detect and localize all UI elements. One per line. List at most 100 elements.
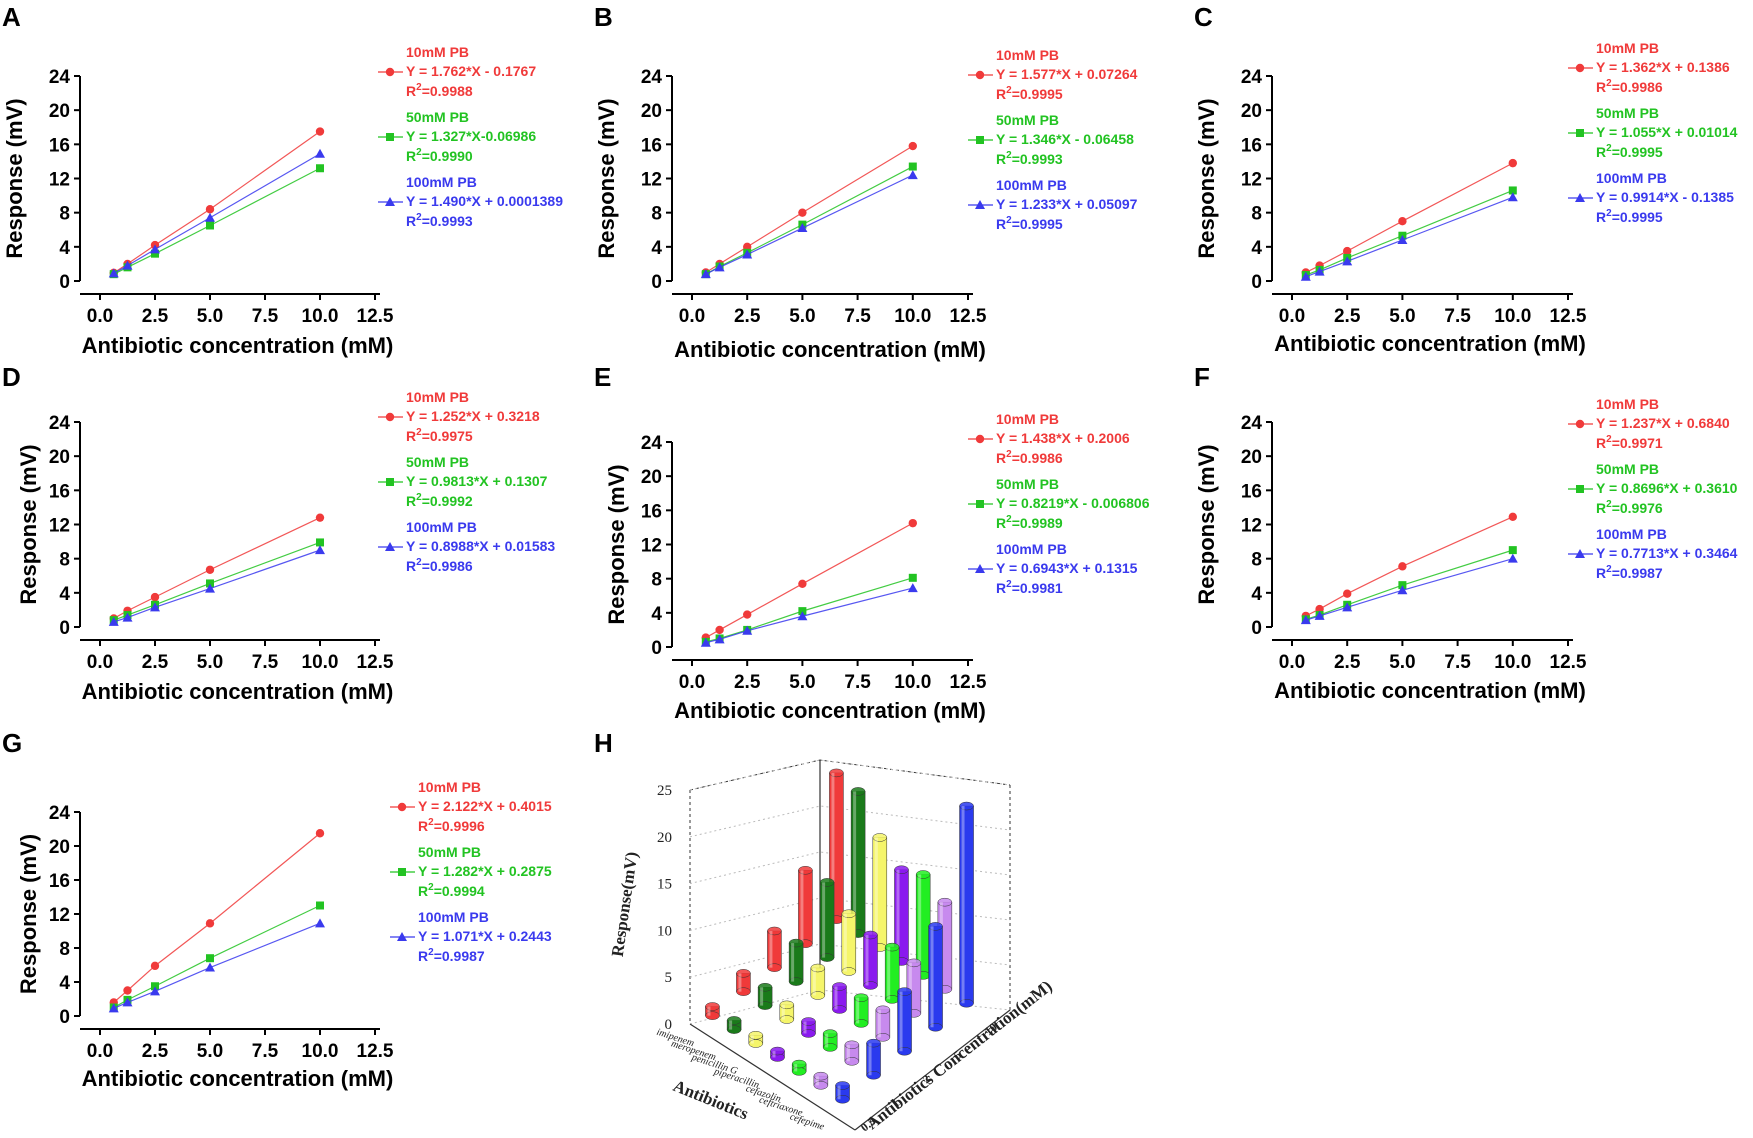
legend-name: 50mM PB	[1596, 105, 1659, 121]
bar-base	[788, 977, 804, 986]
x-tick-label: 12.5	[357, 652, 394, 673]
x-tick-label: 2.5	[142, 1041, 169, 1062]
bar-top	[770, 1046, 785, 1056]
data-point	[315, 127, 325, 136]
legend-name: 10mM PB	[406, 44, 469, 60]
legend-name: 100mM PB	[406, 519, 477, 535]
legend-equation: Y = 1.490*X + 0.0001389	[406, 193, 563, 209]
legend-name: 50mM PB	[406, 109, 469, 125]
legend-r2: R2=0.9993	[996, 150, 1063, 167]
bar-top	[829, 768, 844, 778]
bar-top	[850, 787, 866, 796]
bar-top	[705, 1002, 720, 1011]
x-tick-label: 0.0	[679, 672, 705, 693]
z-tick-label: 20	[657, 830, 672, 846]
x-tick-label: 10.0	[1494, 652, 1531, 673]
legend-r2: R2=0.9981	[996, 579, 1063, 596]
x-tick-label: 2.5	[1334, 306, 1361, 327]
y-tick-label: 4	[59, 584, 70, 605]
legend-r2: R2=0.9995	[996, 215, 1063, 232]
floor-front-left	[689, 1023, 856, 1131]
bar-cefazolin-2	[853, 993, 869, 1028]
x-tick-label: 7.5	[844, 306, 871, 327]
x-axis-title: Antibiotic concentration (mM)	[1274, 331, 1586, 356]
legend-name: 50mM PB	[996, 112, 1059, 128]
data-point	[742, 625, 753, 635]
floor-front-right	[854, 1009, 1011, 1131]
z-tick-label: 15	[657, 877, 672, 893]
y-tick-label: 0	[1251, 618, 1262, 639]
series-line	[113, 541, 321, 621]
y-tick-label: 8	[1251, 204, 1262, 225]
y-tick-label: 8	[1251, 550, 1262, 571]
data-point	[798, 579, 807, 588]
data-point	[1398, 562, 1407, 571]
legend-name: 100mM PB	[996, 541, 1067, 557]
y-axis-title: Response (mV)	[604, 464, 629, 624]
series-line	[113, 549, 321, 623]
legend-name: 100mM PB	[996, 177, 1067, 193]
panel-letter: E	[594, 362, 611, 392]
series-line	[113, 832, 321, 1003]
bar-base	[853, 1019, 869, 1028]
series-line	[705, 522, 914, 639]
data-point	[316, 901, 324, 910]
y-tick-label: 0	[59, 618, 70, 639]
bar-top	[767, 926, 782, 936]
x-tick-label: 12.5	[357, 306, 394, 327]
y-tick-label: 12	[641, 170, 662, 191]
panel-c: C 0 4 8 12 16 20 24 0.0 2.5 5.0 7.5 10.0 12.5 Antibiot…	[1194, 2, 1738, 356]
legend-marker	[1575, 193, 1585, 202]
legend-r2: R2=0.9986	[996, 449, 1063, 466]
legend-name: 10mM PB	[996, 411, 1059, 427]
data-point	[797, 611, 808, 621]
y-tick-label: 4	[651, 604, 662, 625]
data-point	[316, 538, 324, 547]
legend-equation: Y = 1.071*X + 0.2443	[418, 928, 552, 944]
data-point	[123, 986, 132, 995]
grid-line	[689, 805, 1011, 838]
bar-highlight	[707, 1006, 711, 1016]
y-tick-label: 8	[59, 939, 70, 960]
bar-highlight	[831, 772, 835, 920]
data-point	[798, 208, 807, 217]
legend-r2: R2=0.9986	[406, 557, 473, 574]
data-point	[122, 997, 133, 1007]
data-point	[1508, 186, 1517, 195]
y-tick-label: 16	[641, 135, 662, 156]
bar-base	[705, 1011, 720, 1020]
bar-base	[822, 1043, 838, 1052]
y-tick-label: 0	[651, 272, 662, 293]
panel-letter: F	[1194, 362, 1210, 392]
y-axis-title: Response (mV)	[594, 98, 619, 258]
bar-top	[788, 938, 804, 948]
y-axis-title: Response (mV)	[16, 444, 41, 604]
legend-equation: Y = 0.8696*X + 0.3610	[1596, 480, 1738, 496]
bar-top	[884, 942, 900, 952]
bar-penicillin-G-1	[779, 1000, 795, 1024]
legend-name: 50mM PB	[996, 476, 1059, 492]
x-tick-label: 10.0	[302, 652, 339, 673]
bar-cefepime-0.5	[835, 1081, 850, 1104]
y-tick-label: 12	[49, 905, 70, 926]
data-point	[315, 148, 325, 158]
legend-name: 10mM PB	[1596, 40, 1659, 56]
y-tick-label: 24	[641, 67, 663, 88]
legend-marker	[975, 434, 985, 444]
bar-highlight	[769, 930, 773, 968]
y-tick-label: 12	[1241, 170, 1262, 191]
bar-highlight	[822, 882, 826, 958]
legend-r2: R2=0.9987	[418, 947, 485, 964]
x-tick-label: 10.0	[894, 672, 931, 693]
x-tick-label: 5.0	[197, 652, 223, 673]
x-tick-label: 0.0	[1279, 306, 1305, 327]
panel-a: A 0 4 8 12 16 20 24 0.0 2.5 5.0 7.5 10.0 12.5 Antibiot…	[2, 2, 563, 358]
bar-top	[832, 982, 847, 991]
bar-highlight	[874, 837, 878, 948]
bar-highlight	[791, 943, 795, 982]
bar-top	[810, 963, 826, 973]
bar-highlight	[896, 869, 900, 962]
bar-highlight	[899, 991, 903, 1052]
series-line	[705, 577, 913, 643]
